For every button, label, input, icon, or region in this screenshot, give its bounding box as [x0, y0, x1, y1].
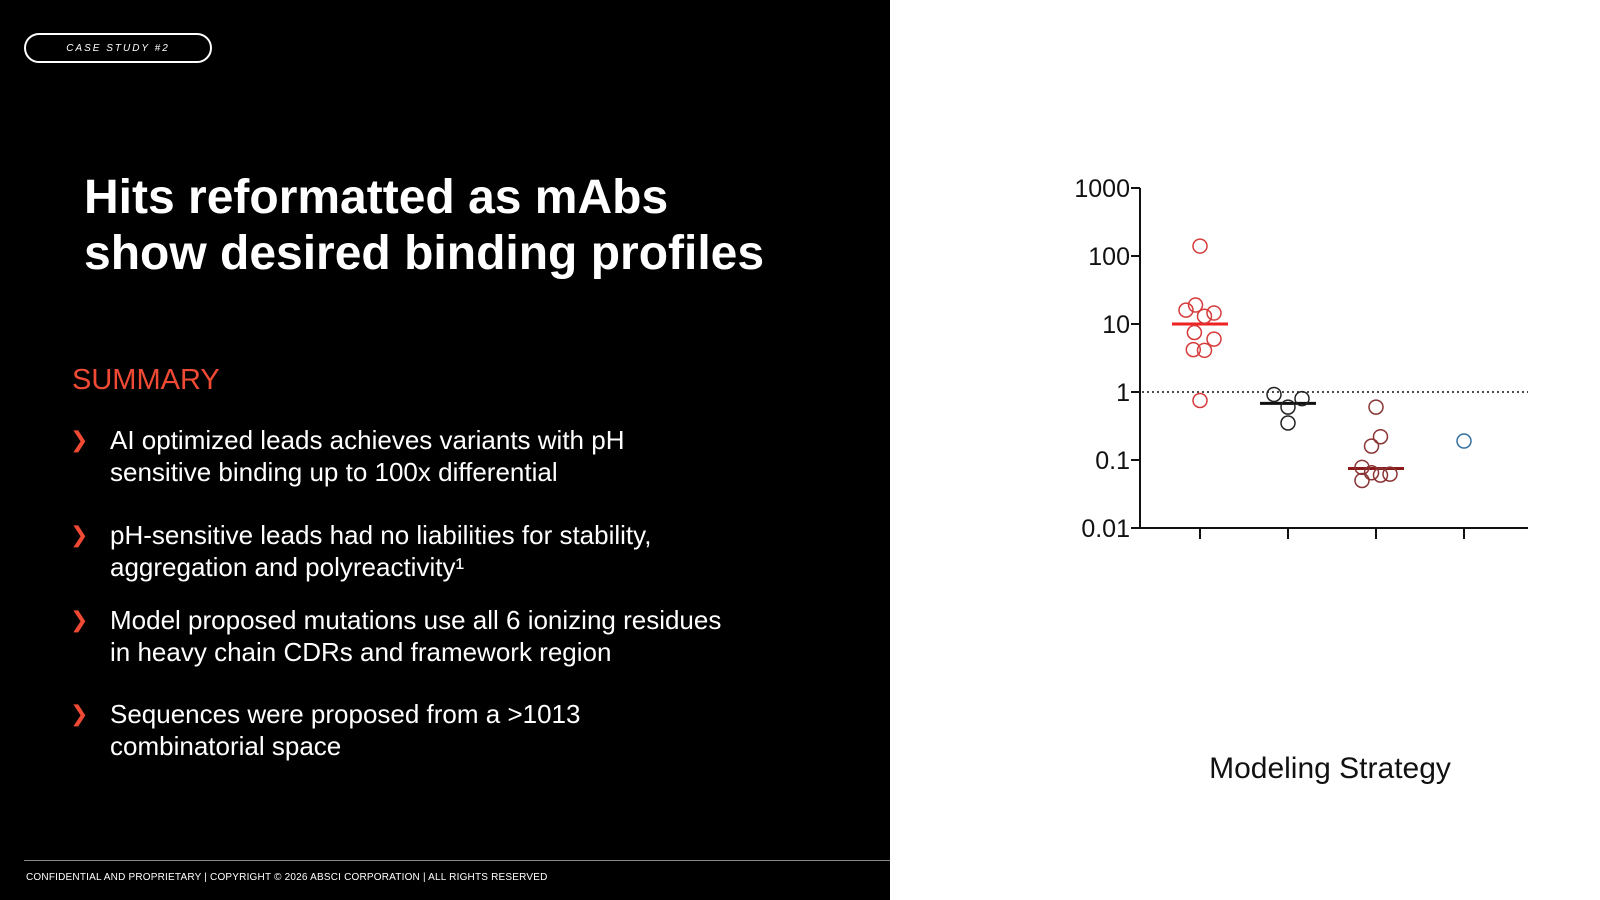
data-point — [1354, 472, 1370, 489]
slide-title: Hits reformatted as mAbs show desired bi… — [84, 170, 844, 282]
chevron-right-icon: ❯ — [70, 607, 89, 632]
y-tick-label: 1000 — [1074, 175, 1130, 203]
data-point — [1382, 466, 1398, 482]
bullet-line: Model proposed mutations use all 6 ioniz… — [110, 605, 722, 635]
scatter-chart: 0.01 0.1 1 10 100 1000 — [1074, 175, 1528, 543]
data-point — [1368, 399, 1384, 415]
data-point — [1294, 390, 1310, 407]
x-axis-label: Modeling Strategy — [1209, 752, 1451, 785]
data-point — [1372, 467, 1389, 483]
bullet-line: combinatorial space — [110, 731, 342, 761]
data-point — [1196, 308, 1213, 325]
y-tick-label: 0.01 — [1081, 515, 1130, 543]
data-point — [1206, 331, 1222, 347]
data-point — [1456, 433, 1472, 449]
bullet-item: ❯ pH-sensitive leads had no liabilities … — [70, 519, 850, 583]
chevron-right-icon: ❯ — [70, 427, 89, 452]
data-point — [1280, 415, 1296, 431]
bullet-item: ❯ AI optimized leads achieves variants w… — [70, 424, 850, 488]
case-study-badge: CASE STUDY #2 — [24, 33, 212, 63]
bullet-line: in heavy chain CDRs and framework region — [110, 637, 612, 667]
data-point — [1266, 386, 1282, 403]
data-point — [1187, 297, 1204, 313]
y-tick-label: 100 — [1088, 243, 1130, 271]
data-point — [1185, 341, 1202, 358]
bullet-line: AI optimized leads achieves variants wit… — [110, 425, 625, 455]
data-point — [1196, 342, 1213, 359]
data-point — [1354, 459, 1370, 476]
bullet-line: sensitive binding up to 100x differentia… — [110, 457, 558, 487]
data-point — [1280, 399, 1296, 415]
data-point — [1178, 302, 1194, 318]
footer-copyright: CONFIDENTIAL AND PROPRIETARY | COPYRIGHT… — [26, 872, 548, 883]
data-point — [1363, 464, 1380, 481]
bullet-item: ❯ Model proposed mutations use all 6 ion… — [70, 604, 850, 668]
title-line-2: show desired binding profiles — [84, 227, 765, 280]
chevron-right-icon: ❯ — [70, 701, 89, 726]
bullet-item: ❯ Sequences were proposed from a >1013 c… — [70, 698, 850, 762]
data-point — [1186, 324, 1203, 341]
title-line-1: Hits reformatted as mAbs — [84, 171, 669, 224]
data-point — [1363, 438, 1380, 454]
y-tick-label: 10 — [1102, 311, 1130, 339]
chevron-right-icon: ❯ — [70, 522, 89, 547]
left-panel: CASE STUDY #2 Hits reformatted as mAbs s… — [0, 0, 890, 900]
footer-divider — [24, 860, 890, 861]
bullet-line: pH-sensitive leads had no liabilities fo… — [110, 520, 652, 550]
bullet-line: aggregation and polyreactivity¹ — [110, 552, 465, 582]
data-point — [1192, 238, 1208, 254]
summary-heading: SUMMARY — [72, 364, 220, 396]
y-tick-label: 1 — [1116, 379, 1130, 407]
data-point — [1372, 428, 1389, 445]
data-point — [1206, 305, 1222, 321]
data-point — [1192, 392, 1208, 409]
y-tick-label: 0.1 — [1095, 447, 1130, 475]
bullet-line: Sequences were proposed from a >1013 — [110, 699, 581, 729]
